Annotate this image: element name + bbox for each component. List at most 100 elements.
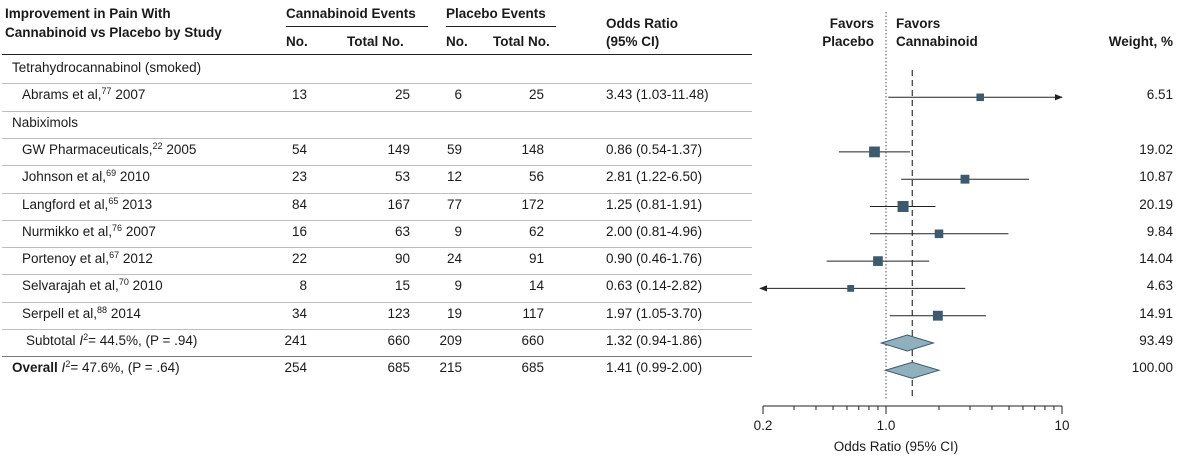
study-label: GW Pharmaceuticals,22 2005 [22, 140, 196, 157]
can-total-cell: 123 [387, 305, 410, 321]
i-squared-exponent: 2 [65, 359, 71, 370]
can-total-cell: 15 [394, 278, 410, 294]
x-tick-label: 0.2 [754, 418, 773, 433]
pla-no-cell: 24 [446, 251, 462, 267]
can-no-cell: 8 [299, 278, 307, 294]
can-total-cell: 53 [394, 169, 410, 185]
study-reference: 76 [112, 222, 123, 233]
group-label: Tetrahydrocannabinol (smoked) [12, 60, 202, 75]
placebo-total-header: Total No. [493, 34, 550, 49]
pla-no-cell: 209 [439, 333, 462, 348]
can-total-cell: 685 [387, 360, 410, 376]
pla-no-cell: 215 [439, 360, 462, 376]
study-reference: 22 [152, 140, 163, 151]
odds-ratio-cell: 2.00 (0.81-4.96) [606, 223, 703, 239]
study-year: 2010 [132, 278, 163, 294]
point-estimate-marker [934, 229, 944, 239]
header-rule [2, 54, 752, 55]
study-name: Selvarajah et al, [22, 278, 119, 294]
point-estimate-marker [873, 256, 883, 266]
placebo-group-header: Placebo Events [446, 6, 546, 21]
pla-total-cell: 660 [521, 333, 544, 348]
group-label: Nabiximols [12, 114, 79, 130]
study-year: 2012 [122, 251, 153, 267]
pla-total-cell: 62 [528, 223, 544, 239]
x-axis-label: Odds Ratio (95% CI) [834, 439, 959, 454]
pla-total-cell: 56 [528, 169, 544, 185]
can-total-cell: 167 [387, 196, 410, 212]
placebo-no-header: No. [446, 34, 468, 49]
row-divider [2, 83, 752, 85]
study-label: Selvarajah et al,70 2010 [22, 277, 163, 294]
point-estimate-marker [932, 310, 943, 321]
odds-ratio-cell: 2.81 (1.22-6.50) [606, 169, 703, 185]
can-total-cell: 25 [394, 87, 410, 103]
study-label: Serpell et al,88 2014 [22, 305, 141, 321]
pla-total-cell: 172 [521, 196, 544, 212]
overall-diamond [883, 361, 941, 379]
study-header-line2: Cannabinoid vs Placebo by Study [5, 25, 222, 40]
odds-ratio-header-line2: (95% CI) [606, 34, 660, 49]
cannabinoid-no-header: No. [286, 34, 308, 49]
pla-total-cell: 14 [528, 278, 544, 294]
weight-cell: 6.51 [1146, 87, 1173, 103]
pla-total-cell: 148 [521, 141, 544, 157]
can-no-cell: 254 [284, 360, 307, 376]
row-divider [2, 356, 752, 358]
row-divider [2, 192, 752, 194]
can-total-cell: 149 [387, 141, 410, 157]
weight-cell: 9.84 [1146, 223, 1173, 239]
odds-ratio-cell: 1.97 (1.05-3.70) [606, 305, 703, 321]
study-reference: 65 [108, 195, 119, 206]
weight-header: Weight, % [1108, 34, 1173, 49]
heterogeneity-stat: = 44.5%, (P = .94) [88, 333, 198, 348]
row-divider [2, 165, 752, 167]
point-estimate-marker [869, 146, 880, 158]
point-estimate-marker [976, 93, 984, 102]
can-no-cell: 22 [291, 251, 307, 267]
study-name: Langford et al, [22, 196, 109, 212]
favors-cannabinoid-line1: Favors [896, 16, 941, 31]
study-label: Nurmikko et al,76 2007 [22, 222, 156, 239]
study-reference: 77 [101, 86, 112, 97]
point-estimate-marker [897, 201, 909, 212]
can-no-cell: 241 [284, 333, 307, 348]
cannabinoid-total-header: Total No. [347, 34, 404, 49]
odds-ratio-header-line1: Odds Ratio [606, 16, 679, 31]
odds-ratio-cell: 1.25 (0.81-1.91) [606, 196, 703, 212]
odds-ratio-cell: 0.86 (0.54-1.37) [606, 141, 703, 157]
study-year: 2007 [115, 87, 146, 103]
weight-cell: 20.19 [1139, 196, 1173, 212]
study-reference: 69 [106, 168, 117, 179]
study-label: Johnson et al,69 2010 [22, 168, 150, 185]
row-divider [2, 301, 752, 303]
weight-cell: 93.49 [1139, 333, 1173, 348]
x-tick-label: 10 [1054, 418, 1069, 433]
can-total-cell: 660 [387, 333, 410, 348]
study-name: Johnson et al, [22, 169, 107, 185]
study-name: GW Pharmaceuticals, [22, 141, 153, 157]
study-name: Nurmikko et al, [22, 223, 113, 239]
weight-cell: 100.00 [1131, 360, 1173, 376]
point-estimate-marker [847, 284, 855, 292]
row-divider [2, 274, 752, 276]
study-name: Abrams et al, [22, 87, 102, 103]
study-year: 2014 [110, 305, 141, 321]
subtotal-label: Subtotal I2= 44.5%, (P = .94) [26, 332, 198, 348]
can-total-cell: 63 [394, 223, 410, 239]
row-divider [2, 137, 752, 139]
can-no-cell: 13 [291, 87, 307, 103]
i-squared-symbol: I [79, 333, 84, 348]
study-label: Abrams et al,77 2007 [22, 86, 146, 103]
can-no-cell: 54 [291, 141, 307, 157]
pla-no-cell: 12 [446, 169, 462, 185]
favors-placebo-line1: Favors [829, 16, 874, 31]
odds-ratio-cell: 1.41 (0.99-2.00) [606, 360, 703, 376]
study-header-line1: Improvement in Pain With [5, 6, 171, 21]
cannabinoid-group-underline [286, 26, 428, 27]
study-year: 2013 [122, 196, 153, 212]
odds-ratio-cell: 0.63 (0.14-2.82) [606, 278, 703, 294]
pla-total-cell: 91 [528, 251, 544, 267]
pla-no-cell: 9 [454, 278, 462, 294]
